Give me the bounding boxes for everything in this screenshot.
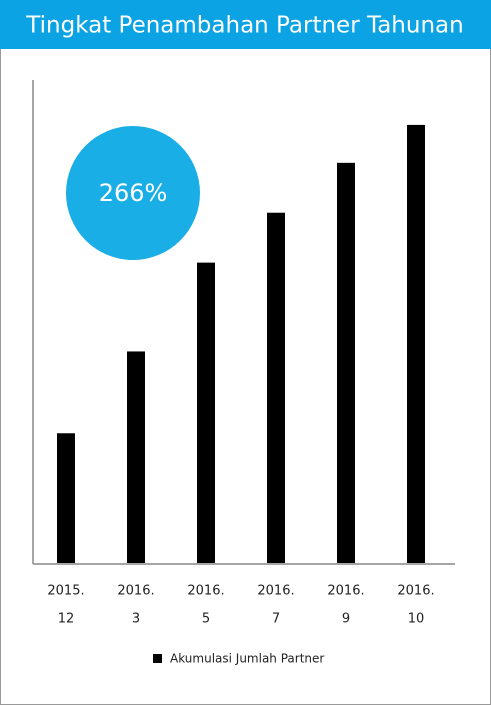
- x-tick-label: 10: [408, 612, 425, 627]
- x-tick-label: 5: [202, 612, 210, 627]
- bar: [337, 162, 355, 563]
- x-tick-label: 12: [58, 612, 75, 627]
- bar: [127, 351, 145, 563]
- chart-title: Tingkat Penambahan Partner Tahunan: [25, 13, 463, 39]
- x-tick-label: 2016.: [397, 584, 434, 599]
- legend-swatch: [153, 654, 162, 663]
- x-tick-label: 2015.: [47, 584, 84, 599]
- bar: [407, 124, 425, 563]
- bar: [267, 212, 285, 563]
- x-tick-label: 2016.: [187, 584, 224, 599]
- x-tick-label: 2016.: [327, 584, 364, 599]
- x-tick-label: 2016.: [257, 584, 294, 599]
- title-bar: [0, 0, 491, 49]
- legend-label: Akumulasi Jumlah Partner: [170, 652, 324, 666]
- bar: [197, 262, 215, 563]
- x-tick-label: 7: [272, 612, 280, 627]
- x-tick-label: 3: [132, 612, 140, 627]
- bar: [57, 433, 75, 563]
- highlight-circle: [66, 126, 200, 260]
- x-tick-label: 2016.: [117, 584, 154, 599]
- x-tick-label: 9: [342, 612, 350, 627]
- annotation: 266%: [99, 179, 168, 207]
